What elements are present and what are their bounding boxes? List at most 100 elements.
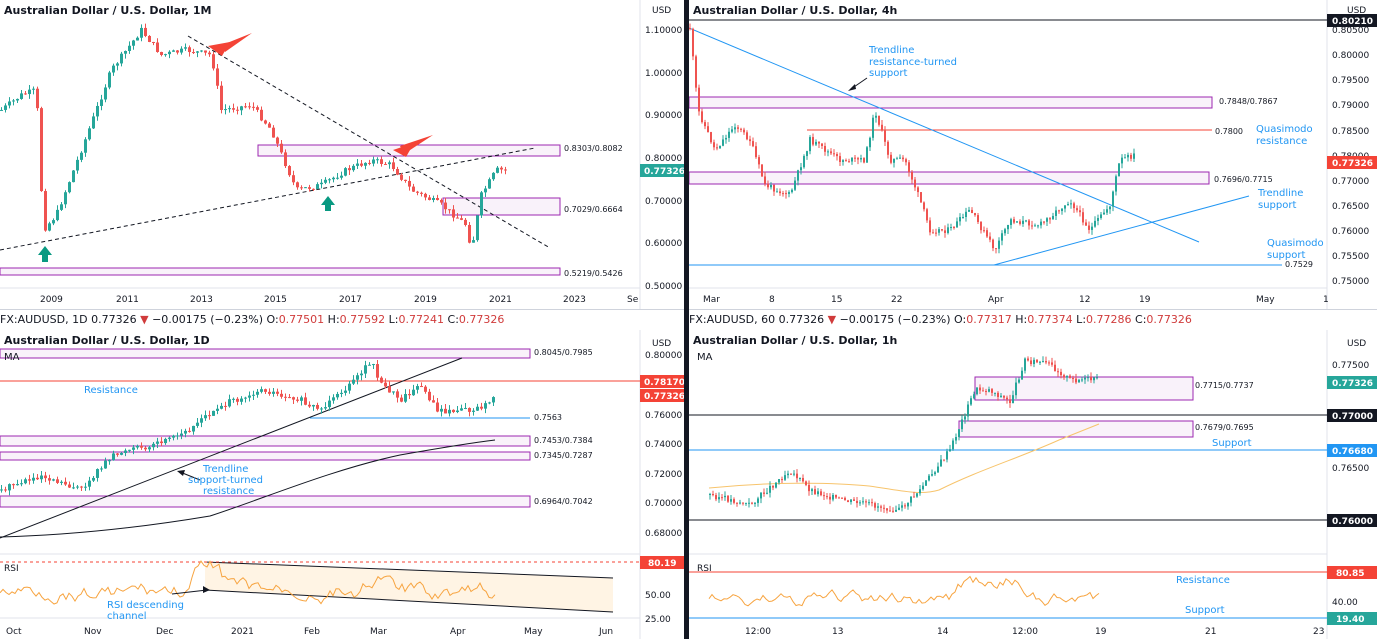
candle <box>824 145 826 152</box>
daily-chart-panel[interactable]: 0.8045/0.7985 0.7563 0.7453/0.7384 0.734… <box>0 330 684 639</box>
candle <box>40 108 43 192</box>
candle <box>1003 395 1005 398</box>
candle <box>859 502 861 504</box>
x-axis: Oct Nov Dec 2021 Feb Mar Apr May Jun <box>6 627 613 637</box>
candle <box>228 399 231 407</box>
candle <box>977 215 979 222</box>
candle <box>1042 361 1044 363</box>
svg-text:19: 19 <box>1095 627 1107 637</box>
candle <box>788 192 790 194</box>
candle <box>396 391 399 398</box>
svg-text:Mar: Mar <box>370 627 387 637</box>
candle <box>132 447 135 450</box>
candle <box>368 162 371 164</box>
candle <box>904 505 906 507</box>
candle <box>1103 212 1105 215</box>
legend-bar: FX:AUDUSD, 1D 0.77326 ▼ −0.00175 (−0.23%… <box>0 309 1377 332</box>
candle <box>304 187 307 189</box>
candle <box>698 87 700 112</box>
candle <box>938 229 940 233</box>
svg-text:0.76500: 0.76500 <box>1332 464 1369 474</box>
candle <box>1096 377 1098 379</box>
candle <box>152 41 155 43</box>
svg-text:0.60000: 0.60000 <box>645 239 682 249</box>
candle <box>899 157 901 159</box>
candle <box>775 482 777 488</box>
candle <box>32 477 35 481</box>
candle <box>1094 220 1096 227</box>
annotation-trendline: Trendline support-turned resistance <box>188 464 263 497</box>
candle <box>1054 364 1056 372</box>
candle <box>404 394 407 402</box>
candle <box>1069 375 1071 378</box>
candle <box>88 128 91 140</box>
chart-title: Australian Dollar / U.S. Dollar, 1h <box>693 334 898 347</box>
candle <box>192 425 195 432</box>
candle <box>892 510 894 512</box>
candle <box>220 405 223 409</box>
candle <box>124 50 127 54</box>
candle <box>324 179 327 183</box>
candle <box>865 501 867 503</box>
zone-label: 0.7453/0.7384 <box>534 436 593 445</box>
candle <box>829 496 831 500</box>
candle <box>112 453 115 461</box>
candle <box>452 409 455 413</box>
currency-label: USD <box>1347 339 1366 349</box>
svg-text:15: 15 <box>831 295 842 305</box>
candle <box>472 410 475 412</box>
candle <box>388 386 391 393</box>
candle <box>308 187 311 189</box>
price-tag-text: 0.77326 <box>644 392 684 402</box>
candle <box>172 50 175 52</box>
candle <box>1061 208 1063 212</box>
candle <box>36 477 39 480</box>
candle <box>176 435 179 437</box>
candle <box>940 459 942 467</box>
candle <box>949 449 951 452</box>
candle <box>701 111 703 123</box>
candle <box>120 53 123 64</box>
svg-text:May: May <box>1256 295 1275 305</box>
h4-chart-panel[interactable]: 0.7848/0.7867 0.7800 0.7696/0.7715 0.752… <box>689 0 1377 309</box>
candle <box>412 389 415 396</box>
chart-title: Australian Dollar / U.S. Dollar, 4h <box>693 4 898 17</box>
candle <box>766 492 768 494</box>
candle <box>875 115 877 118</box>
monthly-chart-panel[interactable]: 0.8303/0.8082 0.7029/0.6664 0.5219/0.542… <box>0 0 684 309</box>
hourly-chart-panel[interactable]: 0.7715/0.7737 0.7679/0.7695 Support Resi… <box>689 330 1377 639</box>
svg-text:0.78170: 0.78170 <box>644 378 684 388</box>
candle <box>715 495 717 500</box>
candle <box>84 486 87 488</box>
price-tag-text: 0.77326 <box>1332 159 1373 169</box>
candle <box>0 489 3 491</box>
candle <box>890 154 892 163</box>
candle <box>902 157 904 160</box>
candle <box>348 383 351 391</box>
candle <box>751 502 753 504</box>
candle <box>276 391 279 394</box>
candle <box>184 430 187 434</box>
candle <box>793 473 795 475</box>
candle <box>248 106 251 108</box>
candle <box>944 230 946 233</box>
hourly-candles <box>709 356 1098 514</box>
candle <box>488 179 491 189</box>
candle <box>742 502 744 504</box>
candle <box>1066 375 1068 378</box>
red-arrow-icon <box>208 42 230 56</box>
candle <box>292 175 295 183</box>
svg-text:Feb: Feb <box>304 627 320 637</box>
price-tag-text: 0.77326 <box>644 167 684 177</box>
candle <box>920 192 922 203</box>
candle <box>896 158 898 160</box>
candle <box>866 147 868 163</box>
candle <box>749 139 751 142</box>
rsi-label: RSI <box>4 564 19 574</box>
candle <box>803 156 805 168</box>
svg-text:Mar: Mar <box>703 295 720 305</box>
candle <box>760 492 762 499</box>
candle <box>884 130 886 142</box>
candle <box>12 484 15 486</box>
